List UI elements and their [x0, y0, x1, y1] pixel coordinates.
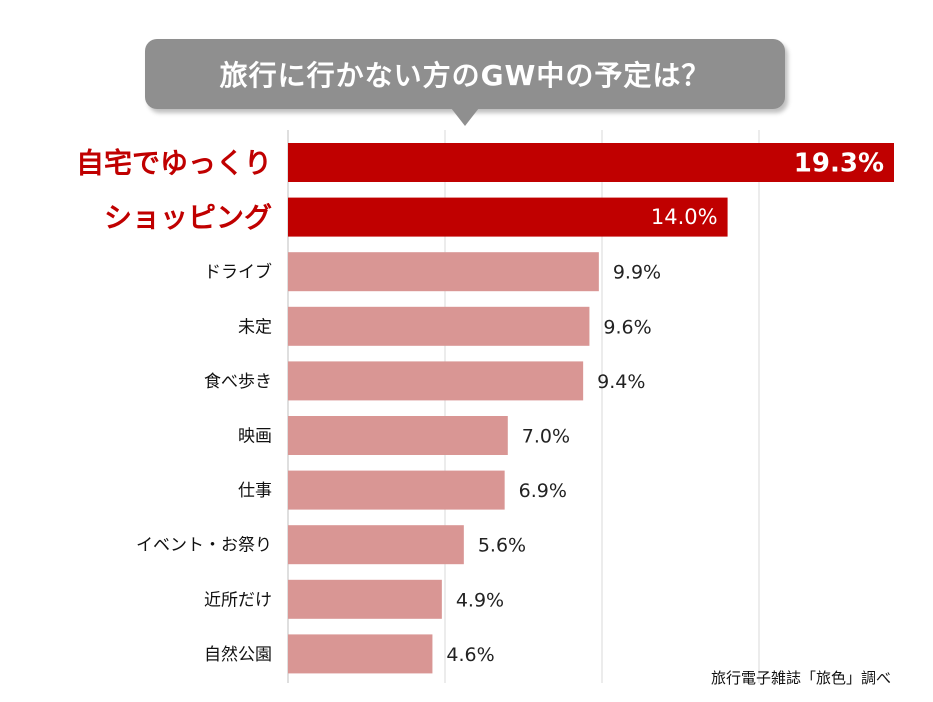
value-label: 4.9% — [456, 589, 504, 611]
bar — [288, 579, 442, 619]
value-label: 9.9% — [613, 262, 661, 284]
bar — [288, 470, 505, 510]
bar — [288, 143, 894, 182]
bar — [288, 525, 464, 565]
value-label: 9.6% — [603, 316, 651, 338]
source-note: 旅行電子雑誌「旅色」調べ — [710, 669, 891, 687]
category-label: ショッピング — [104, 201, 272, 234]
value-label: 14.0% — [651, 205, 718, 229]
bar — [288, 306, 590, 346]
category-label: 自然公園 — [204, 645, 272, 665]
category-label: 未定 — [238, 317, 272, 337]
value-label: 9.4% — [597, 371, 645, 393]
bar — [288, 197, 728, 237]
bar — [288, 252, 599, 292]
value-label: 4.6% — [446, 644, 494, 666]
category-label: 仕事 — [238, 481, 272, 501]
category-label: 近所だけ — [204, 590, 272, 610]
category-label: 自宅でゆっくり — [76, 147, 272, 180]
category-label: イベント・お祭り — [136, 536, 272, 556]
bar — [288, 361, 584, 401]
bar — [288, 416, 508, 455]
chart-title: 旅行に行かない方のGW中の予定は？ — [219, 59, 711, 92]
value-label: 19.3% — [794, 149, 884, 179]
bar — [288, 634, 433, 674]
category-label: ドライブ — [204, 262, 272, 283]
category-label: 映画 — [238, 427, 272, 447]
category-label: 食べ歩き — [204, 372, 272, 392]
value-label: 6.9% — [519, 480, 567, 502]
chart-title-bubble: 旅行に行かない方のGW中の予定は？ — [145, 39, 785, 126]
value-label: 5.6% — [478, 535, 526, 557]
value-label: 7.0% — [522, 426, 570, 448]
